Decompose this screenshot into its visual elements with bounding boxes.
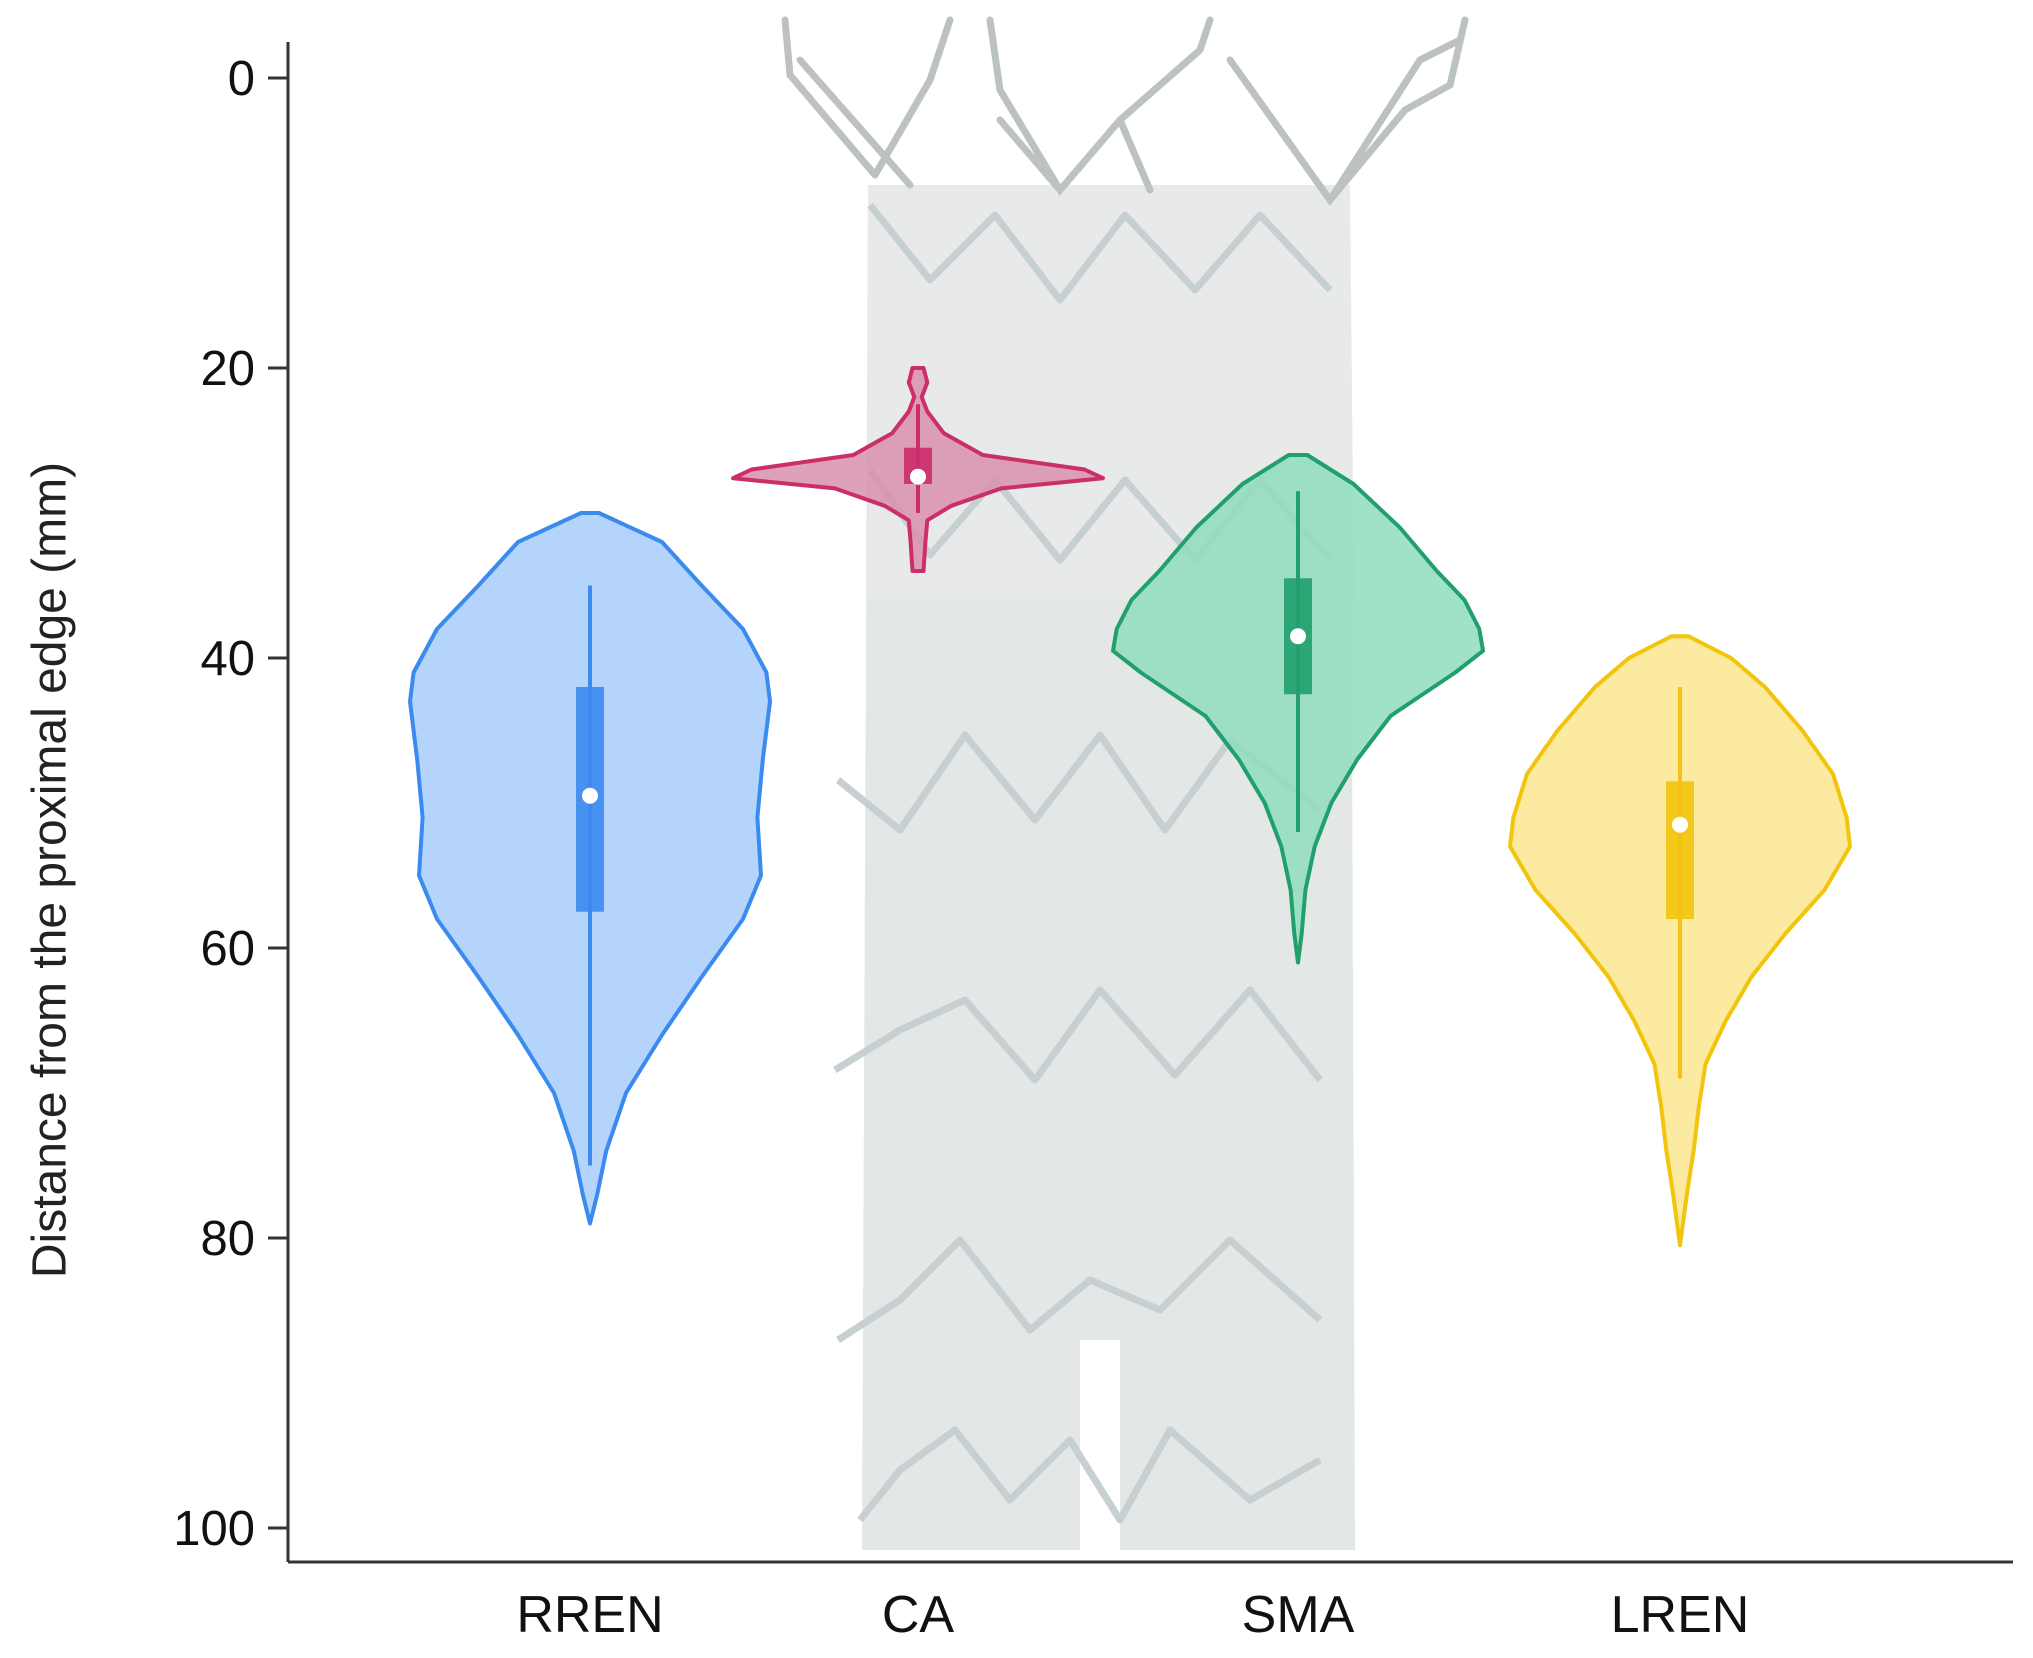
y-tick-label: 100 — [173, 1502, 255, 1556]
x-tick-labels: RREN CA SMA LREN — [516, 1586, 1749, 1644]
y-tick-label: 80 — [200, 1212, 255, 1266]
y-tick-label: 60 — [200, 922, 255, 976]
x-tick-label-ca: CA — [882, 1586, 955, 1644]
median-dot — [1672, 816, 1688, 833]
iqr-box — [1666, 781, 1694, 919]
x-tick-label-lren: LREN — [1611, 1586, 1750, 1644]
violin-rren — [408, 511, 772, 1226]
stent-graft-image — [781, 16, 1469, 1550]
violin-ca — [731, 366, 1105, 573]
x-tick-label-sma: SMA — [1242, 1586, 1355, 1644]
violin-sma — [1111, 453, 1485, 965]
violin-lren — [1508, 634, 1852, 1248]
median-dot — [582, 787, 598, 804]
median-dot — [1290, 628, 1306, 645]
y-ticks: 0 20 40 60 80 100 — [173, 52, 288, 1556]
y-tick-label: 40 — [200, 632, 255, 686]
violins — [408, 366, 1852, 1248]
y-tick-label: 20 — [200, 342, 255, 396]
y-tick-label: 0 — [228, 52, 255, 106]
x-tick-label-rren: RREN — [516, 1586, 663, 1644]
median-dot — [910, 468, 926, 485]
